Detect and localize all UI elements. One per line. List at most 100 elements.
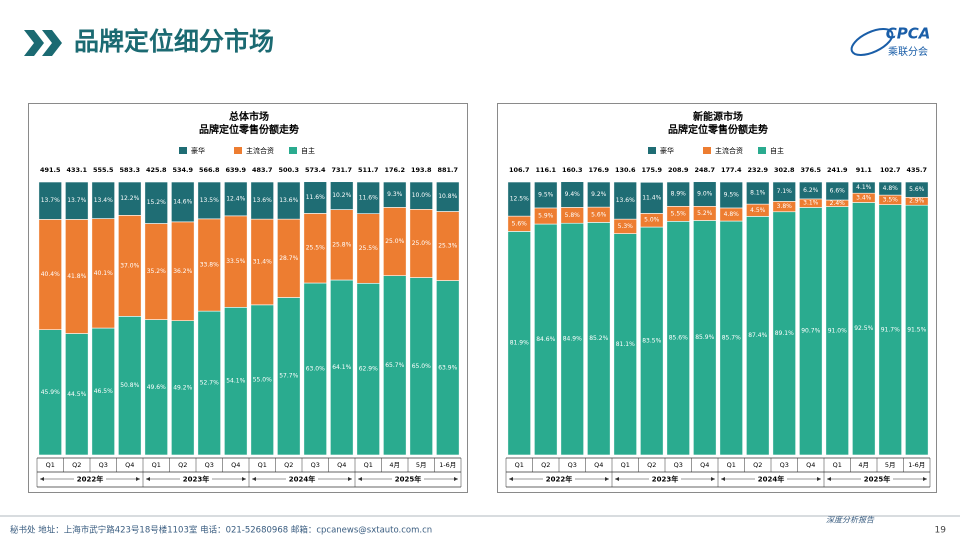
value-label: 9.2%	[591, 191, 607, 198]
arrow-head	[454, 477, 458, 481]
chart-panel: 总体市场 品牌定位零售份额走势 豪华 主流合资 自主 491.5 45.9% 40.4% 13.…	[28, 103, 468, 493]
x-tick-label: Q4	[231, 461, 240, 469]
value-label: 10.0%	[412, 192, 431, 199]
bar-segment	[693, 181, 717, 207]
arrow-head	[605, 477, 609, 481]
x-tick-label: 5月	[885, 461, 896, 469]
header: 品牌定位细分市场 CPCA 乘联分会	[24, 25, 930, 58]
legend-label: 豪华	[660, 146, 674, 155]
value-label: 4.5%	[750, 207, 766, 214]
group-label-bg	[649, 473, 681, 485]
value-label: 12.2%	[120, 195, 139, 202]
value-label: 81.9%	[510, 340, 529, 347]
value-label: 87.4%	[748, 332, 767, 339]
group-label: 2022年	[77, 475, 103, 484]
bar-segment	[852, 181, 876, 194]
legend-swatch	[234, 147, 242, 154]
value-label: 4.1%	[856, 184, 872, 191]
bar-segment	[534, 181, 558, 209]
value-label: 52.7%	[200, 380, 219, 387]
bar-segment	[171, 181, 195, 223]
value-label: 57.7%	[279, 373, 298, 380]
bar-segment	[277, 181, 301, 220]
value-label: 40.1%	[94, 270, 113, 277]
value-label: 5.8%	[565, 212, 581, 219]
x-tick-label: Q2	[72, 461, 81, 469]
group-label: 2025年	[864, 475, 890, 484]
value-label: 3.1%	[803, 200, 819, 207]
total-label: 881.7	[437, 166, 458, 174]
legend-label: 主流合资	[715, 146, 743, 155]
x-tick-label: 1-6月	[439, 461, 456, 469]
value-label: 9.4%	[565, 191, 581, 198]
x-tick-label: Q2	[178, 461, 187, 469]
value-label: 28.7%	[279, 255, 298, 262]
value-label: 91.7%	[881, 326, 900, 333]
value-label: 10.8%	[438, 193, 457, 200]
value-label: 25.5%	[306, 245, 325, 252]
value-label: 11.4%	[642, 194, 661, 201]
value-label: 85.6%	[669, 335, 688, 342]
total-label: 433.1	[66, 166, 87, 174]
value-label: 63.9%	[438, 364, 457, 371]
logo-swoosh	[850, 28, 894, 56]
value-label: 13.6%	[616, 197, 635, 204]
bar-segment	[330, 181, 354, 210]
arrow-head	[348, 477, 352, 481]
bar-segment	[250, 181, 274, 220]
value-label: 13.7%	[67, 197, 86, 204]
bar-segment	[587, 181, 611, 208]
value-label: 5.5%	[671, 210, 687, 217]
total-label: 491.5	[40, 166, 61, 174]
footer-tag: 深度分析报告	[826, 516, 875, 525]
total-label: 248.7	[694, 166, 715, 174]
value-label: 25.3%	[438, 243, 457, 250]
page-number: 19	[935, 526, 947, 536]
x-tick-label: 4月	[389, 461, 400, 469]
value-label: 49.2%	[173, 384, 192, 391]
value-label: 12.4%	[226, 195, 245, 202]
arrow-head	[711, 477, 715, 481]
value-label: 5.6%	[591, 211, 607, 218]
group-label: 2023年	[652, 475, 678, 484]
value-label: 10.2%	[332, 192, 351, 199]
bar-segment	[409, 181, 433, 210]
total-label: 116.1	[535, 166, 556, 174]
bar-segment	[799, 181, 823, 200]
value-label: 8.9%	[671, 191, 687, 198]
chart-title: 总体市场	[229, 110, 269, 123]
value-label: 85.9%	[695, 334, 714, 341]
value-label: 9.5%	[538, 191, 554, 198]
footer: 秘书处 地址：上海市武宁路423号18号楼1103室 电话：021-526809…	[0, 515, 960, 536]
value-label: 46.5%	[94, 388, 113, 395]
value-label: 85.2%	[589, 335, 608, 342]
x-tick-label: Q2	[753, 461, 762, 469]
legend-label: 主流合资	[246, 146, 274, 155]
value-label: 3.8%	[777, 203, 793, 210]
chevron	[42, 30, 62, 56]
total-label: 208.9	[668, 166, 689, 174]
value-label: 91.0%	[828, 327, 847, 334]
arrow-head	[242, 477, 246, 481]
total-label: 639.9	[225, 166, 246, 174]
x-tick-label: Q3	[568, 461, 577, 469]
bar-segment	[356, 181, 380, 214]
x-tick-label: Q1	[46, 461, 55, 469]
bar-segment	[746, 181, 770, 205]
total-label: 435.7	[906, 166, 927, 174]
total-label: 376.5	[800, 166, 821, 174]
value-label: 5.2%	[697, 210, 713, 217]
value-label: 49.6%	[147, 384, 166, 391]
value-label: 36.2%	[173, 268, 192, 275]
bar-segment	[878, 181, 902, 196]
total-label: 566.8	[199, 166, 220, 174]
total-label: 177.4	[721, 166, 742, 174]
value-label: 25.0%	[412, 240, 431, 247]
value-label: 11.6%	[359, 194, 378, 201]
bar-segment	[719, 181, 743, 209]
x-tick-label: Q2	[647, 461, 656, 469]
value-label: 33.8%	[200, 261, 219, 268]
total-label: 731.7	[331, 166, 352, 174]
bar-segment	[65, 181, 89, 220]
value-label: 83.5%	[642, 338, 661, 345]
